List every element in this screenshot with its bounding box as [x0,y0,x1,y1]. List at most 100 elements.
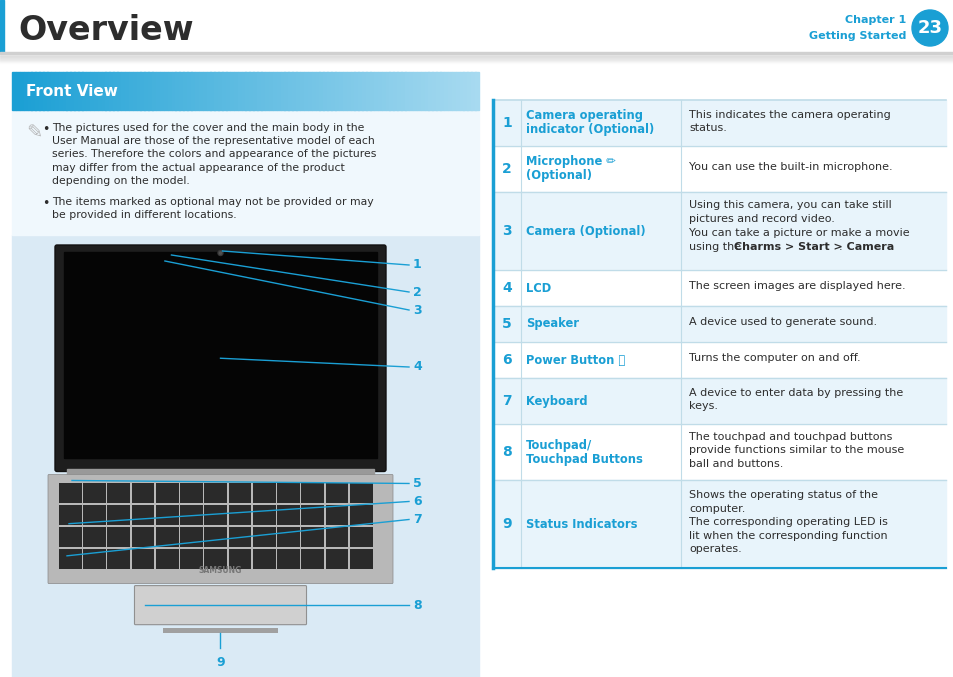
Text: You can take a picture or make a movie: You can take a picture or make a movie [688,228,908,238]
Text: Power Button ⏻: Power Button ⏻ [525,353,624,366]
Bar [204,549,227,569]
Bar [413,72,416,110]
Bar [288,72,293,110]
Bar [129,72,133,110]
Bar [325,483,348,503]
Bar [180,483,203,503]
Bar [424,72,429,110]
Bar [253,483,275,503]
Bar [204,505,227,525]
Bar [493,424,945,480]
Text: depending on the model.: depending on the model. [52,176,190,185]
Bar [277,527,299,547]
Bar [12,72,16,110]
Text: 4: 4 [413,360,421,374]
Bar [301,483,324,503]
Bar [241,72,246,110]
Bar [16,72,20,110]
Bar [83,549,106,569]
Text: Touchpad Buttons: Touchpad Buttons [525,452,642,466]
Bar [90,72,94,110]
Bar [277,483,299,503]
Bar [204,527,227,547]
Text: ✎: ✎ [26,124,42,143]
Text: 5: 5 [501,317,512,331]
Bar [284,72,289,110]
Bar [327,72,332,110]
Circle shape [911,10,947,46]
Bar [155,549,178,569]
Bar [160,72,164,110]
Bar [168,72,172,110]
Bar [396,72,401,110]
Text: .: . [839,242,841,252]
Bar [67,72,71,110]
Bar [105,72,110,110]
Bar [229,527,252,547]
Text: ball and buttons.: ball and buttons. [688,459,782,468]
Bar [179,72,184,110]
Bar [108,505,131,525]
Bar [253,527,275,547]
Circle shape [218,250,223,255]
Bar [301,505,324,525]
Bar [97,72,102,110]
Text: 7: 7 [501,394,511,408]
Bar [493,480,945,568]
Bar [249,72,253,110]
Bar [136,72,141,110]
Bar [443,72,448,110]
Bar [277,505,299,525]
Bar [155,505,178,525]
Bar [416,72,420,110]
Bar [207,72,211,110]
Text: 5: 5 [413,477,421,490]
Bar [222,72,226,110]
Bar [323,72,328,110]
Text: LCD: LCD [525,282,551,294]
Bar [140,72,145,110]
Bar [183,72,188,110]
Bar [459,72,463,110]
Bar [467,72,471,110]
Text: Keyboard: Keyboard [525,395,587,408]
Bar [180,527,203,547]
Bar [0,59,953,60]
Bar [229,549,252,569]
Text: A device to enter data by pressing the: A device to enter data by pressing the [688,387,902,397]
Bar [393,72,397,110]
Text: You can use the built-in microphone.: You can use the built-in microphone. [688,162,892,172]
Text: 2: 2 [413,286,421,299]
Bar [93,72,98,110]
Bar [301,527,324,547]
Bar [0,58,953,60]
Bar [493,306,945,342]
Text: Microphone ✏: Microphone ✏ [525,156,616,169]
Bar [346,72,351,110]
Bar [280,72,285,110]
Bar [191,72,195,110]
Text: series. Therefore the colors and appearance of the pictures: series. Therefore the colors and appeara… [52,150,376,159]
Bar [230,72,234,110]
Bar [132,527,154,547]
Bar [180,505,203,525]
Bar [245,72,250,110]
Bar [405,72,409,110]
Bar [218,72,222,110]
Bar [132,72,137,110]
Bar [108,527,131,547]
Bar [362,72,366,110]
Bar [39,72,44,110]
Bar [121,72,125,110]
Bar [64,252,376,458]
Text: •: • [42,197,50,210]
Bar [265,72,269,110]
Bar [374,72,378,110]
Bar [71,72,74,110]
Bar [325,549,348,569]
Circle shape [219,252,221,254]
Text: 8: 8 [413,598,421,611]
Bar [493,100,945,146]
Text: 9: 9 [216,656,225,669]
Bar [385,72,390,110]
